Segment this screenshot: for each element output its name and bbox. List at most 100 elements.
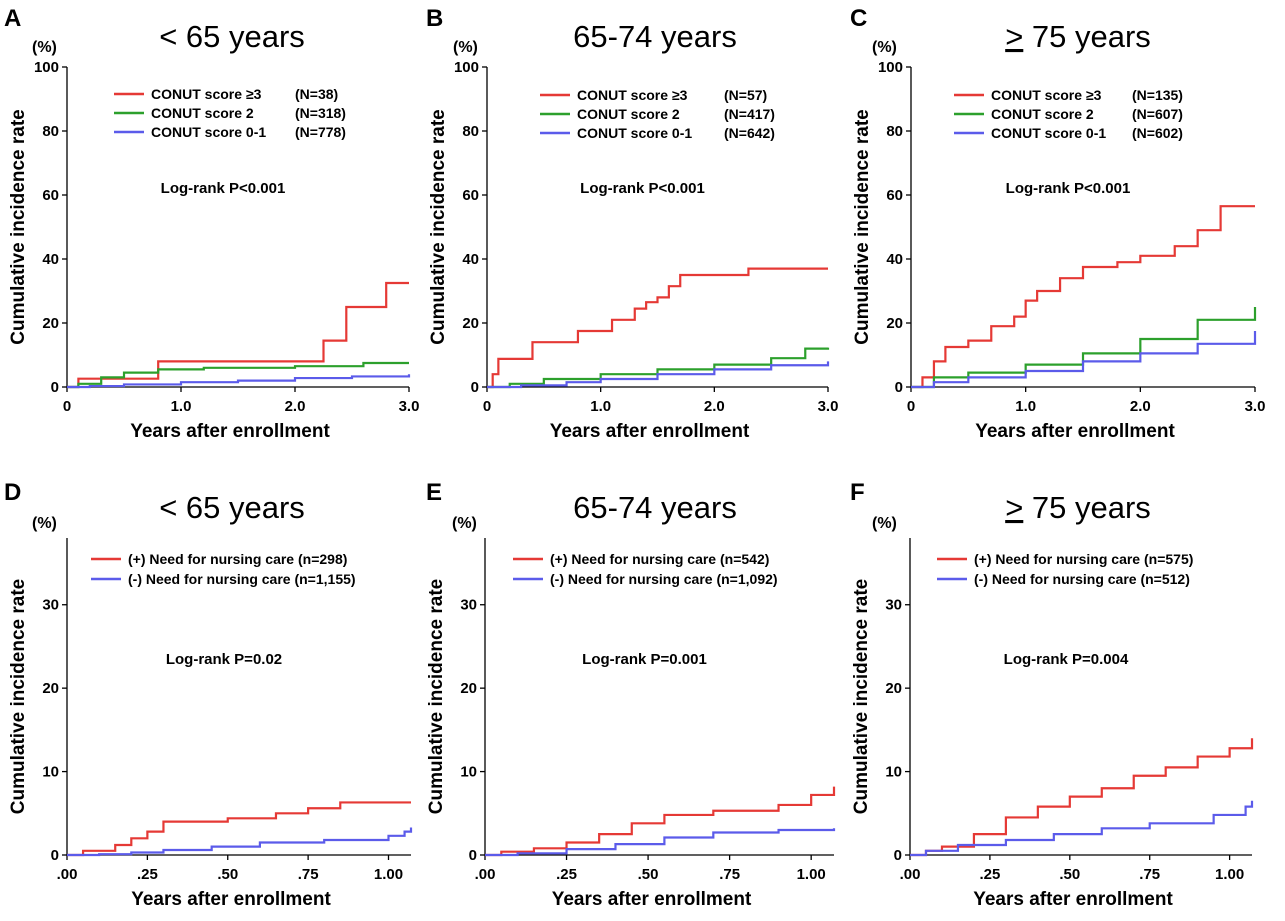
panel-b: B (%) 65-74 years 0 20 40 60 80 100 0 1.0 2.0 3.0 Yea…	[426, 5, 838, 442]
x-tick-label: .75	[719, 866, 740, 883]
y-tick-label: 40	[462, 251, 479, 268]
x-tick-label: .25	[979, 866, 1000, 883]
panel-letter: A	[4, 5, 21, 32]
y-unit-label: (%)	[32, 515, 57, 532]
series-line-red	[911, 205, 1255, 389]
legend-label: CONUT score 2	[577, 106, 680, 122]
x-tick-label: 0	[907, 398, 915, 415]
y-tick-label: 80	[462, 123, 479, 140]
legend-label: CONUT score 0-1	[577, 125, 692, 141]
y-tick-label: 10	[460, 764, 477, 781]
legend-label: (-) Need for nursing care (n=1,092)	[550, 571, 778, 587]
y-tick-label: 60	[462, 187, 479, 204]
x-axis-label: Years after enrollment	[552, 889, 752, 910]
x-tick-label: .50	[1059, 866, 1080, 883]
legend-label: CONUT score ≥3	[577, 87, 688, 103]
panel-title: 65-74 years	[573, 19, 737, 54]
y-tick-label: 30	[460, 597, 477, 614]
y-tick-label: 10	[885, 764, 902, 781]
legend-count: (N=602)	[1132, 125, 1183, 141]
x-tick-label: .75	[1139, 866, 1160, 883]
y-axis-label: Cumulative incidence rate	[8, 109, 29, 344]
panel-f: F (%) > 75 years 0 10 20 30 .00 .25 .50 .75 1.00 Yea…	[850, 479, 1254, 910]
series-line-green	[487, 347, 830, 389]
series-line-red	[487, 267, 828, 389]
x-tick-label: 2.0	[704, 398, 725, 415]
panel-letter: D	[4, 479, 21, 506]
x-axis-label: Years after enrollment	[130, 421, 330, 442]
legend-label: (-) Need for nursing care (n=1,155)	[128, 571, 356, 587]
y-axis-label: Cumulative incidence rate	[8, 579, 29, 814]
y-tick-label: 40	[42, 251, 59, 268]
series-line-red	[485, 786, 836, 857]
panel-title: > 75 years	[1005, 490, 1151, 525]
x-tick-label: .50	[217, 866, 238, 883]
series-line-red	[67, 801, 411, 857]
y-tick-label: 0	[51, 847, 59, 864]
y-tick-label: 20	[886, 315, 903, 332]
legend-count: (N=778)	[295, 124, 346, 140]
legend-label: CONUT score 0-1	[991, 125, 1106, 141]
x-tick-label: 0	[483, 398, 491, 415]
legend-count: (N=417)	[724, 106, 775, 122]
series-line-green	[67, 361, 409, 389]
x-tick-label: .25	[137, 866, 158, 883]
legend-label: (-) Need for nursing care (n=512)	[974, 571, 1190, 587]
y-tick-label: 10	[42, 764, 59, 781]
legend-count: (N=135)	[1132, 87, 1183, 103]
y-tick-label: 20	[42, 680, 59, 697]
series-line-blue	[485, 828, 836, 857]
y-tick-label: 100	[878, 59, 903, 76]
legend-label: CONUT score ≥3	[151, 86, 262, 102]
x-tick-label: .50	[638, 866, 659, 883]
x-tick-label: 2.0	[285, 398, 306, 415]
y-tick-label: 60	[886, 187, 903, 204]
y-unit-label: (%)	[872, 515, 897, 532]
x-axis-label: Years after enrollment	[975, 421, 1175, 442]
series-line-blue	[67, 827, 413, 857]
legend-count: (N=57)	[724, 87, 767, 103]
y-tick-label: 0	[469, 847, 477, 864]
legend-label: CONUT score 0-1	[151, 124, 266, 140]
y-tick-label: 30	[42, 597, 59, 614]
y-tick-label: 20	[885, 680, 902, 697]
y-tick-label: 0	[894, 847, 902, 864]
logrank-label: Log-rank P<0.001	[580, 180, 705, 197]
legend-count: (N=607)	[1132, 106, 1183, 122]
y-tick-label: 80	[42, 123, 59, 140]
x-tick-label: 1.0	[1015, 398, 1036, 415]
x-tick-label: 0	[63, 398, 71, 415]
panel-letter: C	[850, 5, 867, 32]
series-line-red	[910, 738, 1254, 857]
panel-title: > 75 years	[1005, 19, 1151, 54]
x-tick-label: .00	[57, 866, 78, 883]
y-tick-label: 60	[42, 187, 59, 204]
panel-title: 65-74 years	[573, 490, 737, 525]
x-tick-label: .00	[475, 866, 496, 883]
y-axis-label: Cumulative incidence rate	[852, 109, 873, 344]
series-line-blue	[911, 331, 1257, 389]
legend-label: CONUT score 2	[151, 105, 254, 121]
y-tick-label: 40	[886, 251, 903, 268]
y-unit-label: (%)	[453, 39, 478, 56]
panel-a: A (%) < 65 years 0 20 40 60 80 100 0 1.0 2.0 3.0 Year…	[4, 5, 419, 442]
y-unit-label: (%)	[452, 515, 477, 532]
legend-count: (N=318)	[295, 105, 346, 121]
series-line-blue	[67, 374, 411, 389]
x-tick-label: .25	[556, 866, 577, 883]
series-line-blue	[487, 361, 830, 389]
x-axis-label: Years after enrollment	[131, 889, 331, 910]
x-tick-label: 2.0	[1130, 398, 1151, 415]
x-axis-label: Years after enrollment	[973, 889, 1173, 910]
y-axis-label: Cumulative incidence rate	[851, 579, 872, 814]
legend-label: CONUT score ≥3	[991, 87, 1102, 103]
x-tick-label: .00	[900, 866, 921, 883]
panel-title: < 65 years	[159, 19, 305, 54]
legend-count: (N=642)	[724, 125, 775, 141]
y-axis-label: Cumulative incidence rate	[426, 579, 447, 814]
x-tick-label: 1.00	[374, 866, 403, 883]
logrank-label: Log-rank P=0.001	[582, 651, 707, 668]
logrank-label: Log-rank P=0.02	[166, 651, 282, 668]
x-tick-label: .75	[298, 866, 319, 883]
panel-c: C (%) > 75 years 0 20 40 60 80 100 0 1.0 2.0 3.0 Year…	[850, 5, 1265, 442]
